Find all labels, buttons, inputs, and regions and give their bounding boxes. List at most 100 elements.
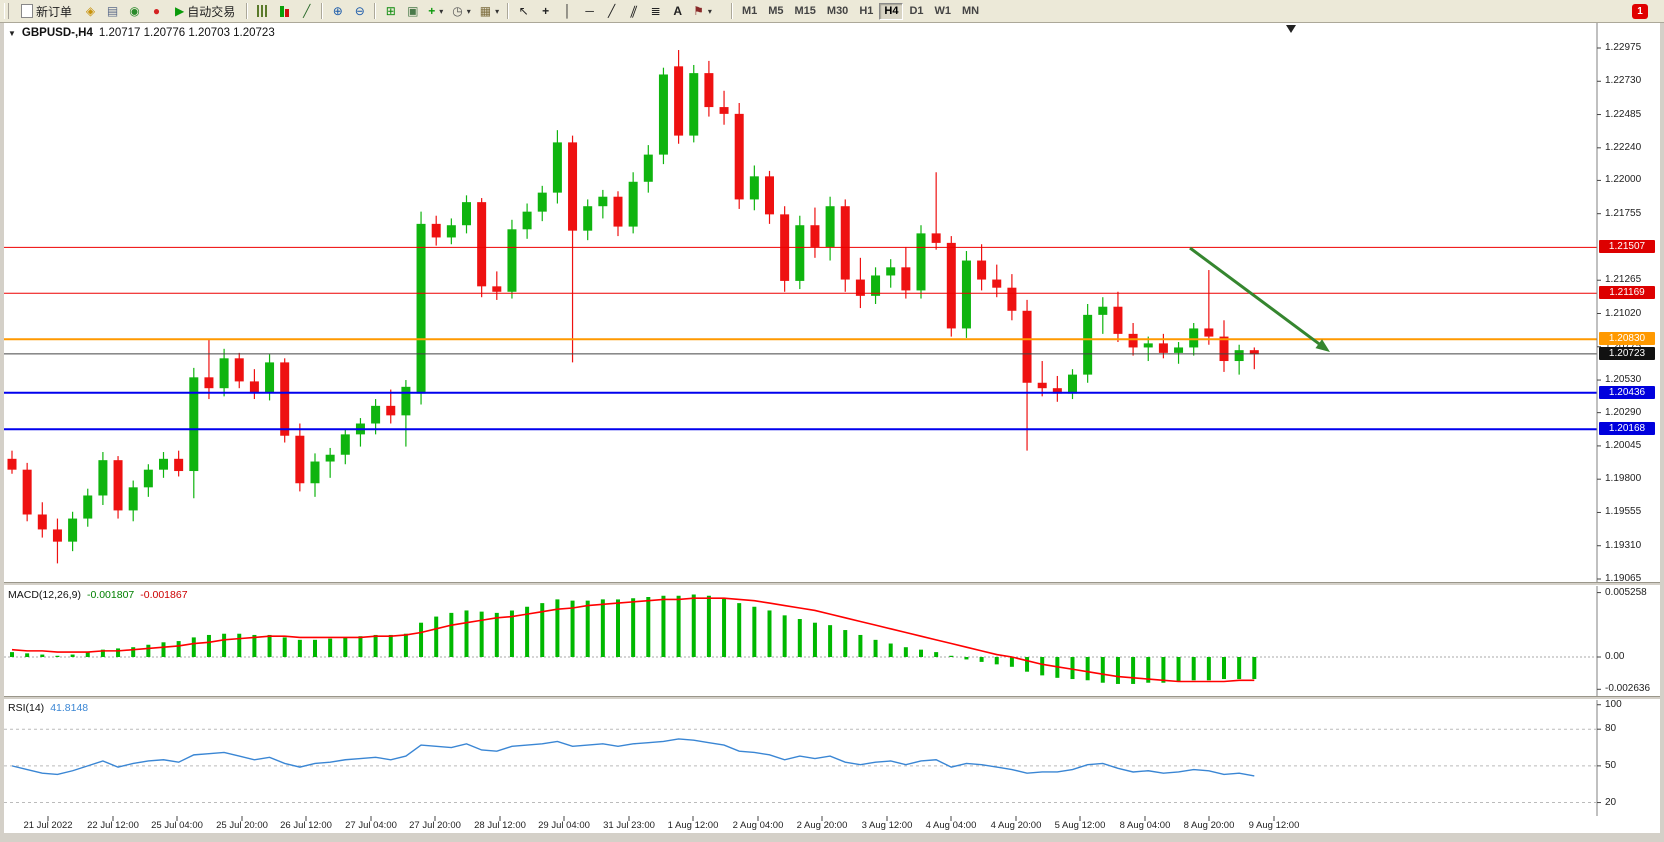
autotrade-button[interactable]: ▶ 自动交易 <box>168 2 242 21</box>
cascade-windows-button[interactable]: ▣ <box>402 2 423 21</box>
time-label: 29 Jul 04:00 <box>538 820 590 831</box>
cascade-windows-icon: ▣ <box>407 4 419 18</box>
flag-icon: ⚑ <box>693 4 704 18</box>
macd-indicator-label: MACD(12,26,9) -0.001807 -0.001867 <box>8 589 188 601</box>
price-line-badge: 1.20723 <box>1599 346 1655 360</box>
price-tick-label: 1.19065 <box>1605 573 1642 584</box>
time-label: 21 Jul 2022 <box>23 820 73 831</box>
timeframe-d1[interactable]: D1 <box>904 3 928 20</box>
timeframe-m5[interactable]: M5 <box>763 3 788 20</box>
tile-windows-button[interactable]: ⊞ <box>380 2 401 21</box>
time-label: 4 Aug 04:00 <box>925 820 977 831</box>
print-button[interactable]: ▤ <box>102 2 123 21</box>
timeframe-h1[interactable]: H1 <box>854 3 878 20</box>
time-label: 2 Aug 20:00 <box>796 820 848 831</box>
time-label: 26 Jul 12:00 <box>280 820 332 831</box>
alert-badge[interactable]: 1 <box>1632 3 1648 19</box>
new-order-button[interactable]: 新订单 <box>14 2 79 21</box>
rsi-scale-label: 100 <box>1605 698 1622 710</box>
clock-icon: ◷ <box>452 4 463 18</box>
price-tick-label: 1.20530 <box>1605 374 1642 386</box>
panel-splitter-macd[interactable] <box>0 582 1664 586</box>
zoom-out-icon: ⊖ <box>354 4 365 18</box>
timeframe-m15[interactable]: M15 <box>790 3 821 20</box>
window-right-border <box>1660 23 1664 833</box>
trendline-tool-button[interactable]: ╱ <box>601 2 622 21</box>
timeframe-m30[interactable]: M30 <box>822 3 853 20</box>
chevron-down-icon: ▾ <box>466 6 471 16</box>
arrows-tool-button[interactable]: ⚑ ▾ <box>689 2 716 21</box>
vertical-line-tool-button[interactable]: │ <box>557 2 578 21</box>
market-watch-button[interactable]: ◈ <box>80 2 101 21</box>
timeframe-h4[interactable]: H4 <box>879 2 904 20</box>
candle-chart-button[interactable] <box>274 2 295 21</box>
channel-tool-button[interactable]: ∥ <box>623 2 644 21</box>
template-icon: ▦ <box>479 4 492 18</box>
toolbar-separator <box>321 3 324 19</box>
play-icon: ▶ <box>175 4 185 18</box>
window-left-border <box>0 23 4 833</box>
toolbar-grip <box>4 3 9 19</box>
timeframe-mn[interactable]: MN <box>957 3 984 20</box>
autotrade-label: 自动交易 <box>187 4 236 19</box>
macd-signal-value: -0.001867 <box>140 589 188 601</box>
price-tick-label: 1.22730 <box>1605 75 1642 87</box>
price-line-badge: 1.21169 <box>1599 286 1655 300</box>
time-scale[interactable]: 21 Jul 2022 22 Jul 12:00 25 Jul 04:00 25 Ju… <box>4 817 1596 833</box>
record-dot-icon: ● <box>152 4 161 18</box>
timeframe-w1[interactable]: W1 <box>930 3 957 20</box>
candlestick-icon <box>280 5 290 17</box>
rsi-name: RSI(14) <box>8 702 45 714</box>
bar-chart-button[interactable] <box>252 2 273 21</box>
ohlc-values: 1.20717 1.20776 1.20703 1.20723 <box>98 27 275 39</box>
new-order-label: 新订单 <box>36 4 73 19</box>
templates-button[interactable]: ▦ ▾ <box>476 2 503 21</box>
time-label: 25 Jul 20:00 <box>216 820 268 831</box>
text-tool-button[interactable]: A <box>667 2 688 21</box>
autotrade-status-button[interactable]: ● <box>146 2 167 21</box>
support-button[interactable]: ◉ <box>124 2 145 21</box>
tile-windows-icon: ⊞ <box>385 4 396 18</box>
chevron-down-icon: ▾ <box>495 6 500 16</box>
macd-scale-label: 0.005258 <box>1605 586 1647 598</box>
new-order-icon <box>21 4 33 18</box>
crosshair-icon: + <box>542 4 550 18</box>
fibonacci-tool-button[interactable]: ≣ <box>645 2 666 21</box>
vertical-line-icon: │ <box>563 4 572 18</box>
price-line-badge: 1.20436 <box>1599 385 1655 399</box>
time-label: 5 Aug 12:00 <box>1054 820 1106 831</box>
add-indicator-icon: + <box>428 4 436 18</box>
text-icon: A <box>673 4 682 18</box>
one-click-trading-arrow[interactable]: ▼ <box>8 28 16 38</box>
zoom-in-icon: ⊕ <box>332 4 343 18</box>
price-tick-label: 1.22000 <box>1605 174 1642 186</box>
price-tick-label: 1.22485 <box>1605 108 1642 120</box>
time-label: 27 Jul 04:00 <box>345 820 397 831</box>
time-label: 8 Aug 20:00 <box>1183 820 1235 831</box>
zoom-in-button[interactable]: ⊕ <box>327 2 348 21</box>
price-tick-label: 1.20290 <box>1605 406 1642 418</box>
price-tick-label: 1.19310 <box>1605 539 1642 551</box>
gold-coins-icon: ◈ <box>85 4 96 18</box>
line-chart-button[interactable]: ╱ <box>296 2 317 21</box>
horizontal-line-tool-button[interactable]: ─ <box>579 2 600 21</box>
panel-splitter-rsi[interactable] <box>0 696 1664 700</box>
zoom-out-button[interactable]: ⊖ <box>349 2 370 21</box>
indicators-button[interactable]: + ▾ <box>424 2 447 21</box>
price-scale[interactable]: 1.22975 1.22730 1.22485 1.22240 1.22000 1.217… <box>1597 23 1660 833</box>
price-tick-label: 1.19555 <box>1605 506 1642 518</box>
time-label: 28 Jul 12:00 <box>474 820 526 831</box>
price-tick-label: 1.22240 <box>1605 141 1642 153</box>
rsi-scale-label: 20 <box>1605 796 1617 808</box>
macd-name: MACD(12,26,9) <box>8 589 81 601</box>
crosshair-tool-button[interactable]: + <box>535 2 556 21</box>
macd-main-value: -0.001807 <box>86 589 135 601</box>
cursor-tool-button[interactable]: ↖ <box>513 2 534 21</box>
fibonacci-icon: ≣ <box>650 4 661 18</box>
time-label: 27 Jul 20:00 <box>409 820 461 831</box>
printer-icon: ▤ <box>106 4 119 18</box>
price-line-badge: 1.20168 <box>1599 422 1655 436</box>
periods-button[interactable]: ◷ ▾ <box>448 2 475 21</box>
timeframe-m1[interactable]: M1 <box>737 3 762 20</box>
